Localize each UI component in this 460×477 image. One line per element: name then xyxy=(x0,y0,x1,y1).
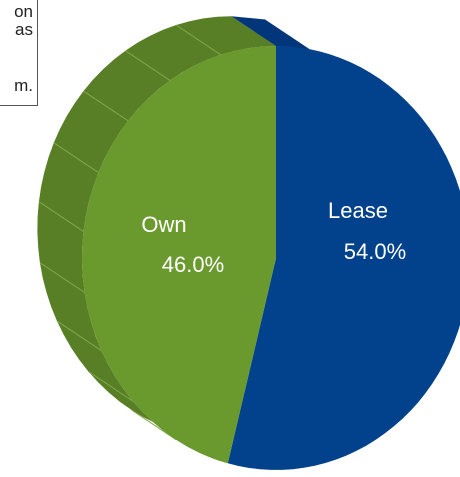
own-slice xyxy=(82,46,276,464)
callout-line-2: as xyxy=(15,20,33,39)
side-facet-line xyxy=(83,90,129,122)
pie-label-layer: Lease 54.0% Own 46.0% xyxy=(141,198,406,277)
side-facet-line xyxy=(88,370,134,402)
lease-slice xyxy=(227,46,460,470)
own-slice-label: Own xyxy=(141,212,186,237)
side-facet-line xyxy=(39,262,85,293)
side-facet-line xyxy=(175,24,221,56)
side-facet-line xyxy=(125,50,171,81)
side-facet-line xyxy=(53,142,99,174)
own-slice-value: 46.0% xyxy=(162,252,224,277)
lease-slice-value: 54.0% xyxy=(344,239,406,264)
side-facet-line xyxy=(56,320,102,352)
pie-side-layer xyxy=(37,16,310,464)
lease-slice-label: Lease xyxy=(328,198,388,223)
side-facet-line xyxy=(131,409,177,441)
side-facet-line xyxy=(38,201,84,232)
own-slice-side xyxy=(37,16,277,464)
pie-face-layer xyxy=(82,46,460,470)
callout-line-3: m. xyxy=(14,76,33,95)
callout-line-1: on xyxy=(14,2,33,21)
callout-box: on as m. xyxy=(0,0,38,106)
lease-slice-side xyxy=(231,16,310,50)
